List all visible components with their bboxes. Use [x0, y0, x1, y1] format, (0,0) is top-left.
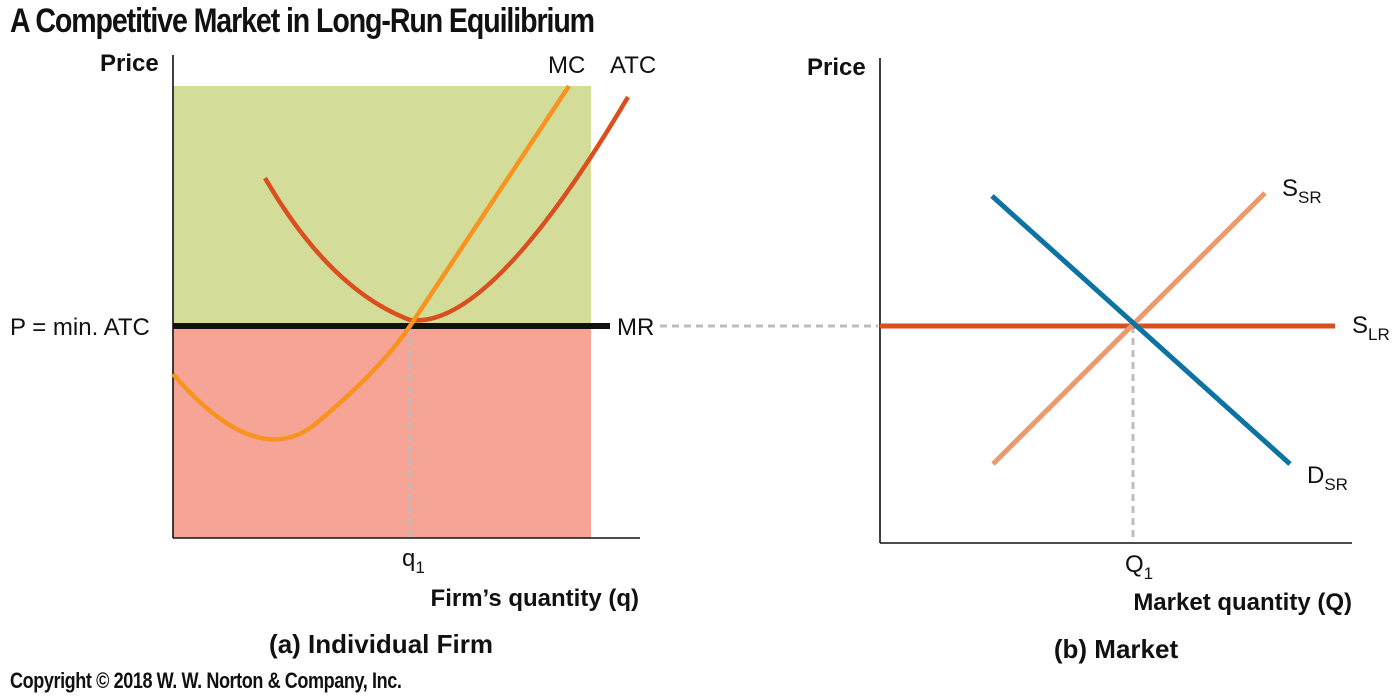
- ssr-label: SSR: [1282, 175, 1322, 207]
- dsr-label: DSR: [1307, 462, 1348, 494]
- market-x-axis-label: Market quantity (Q): [1133, 589, 1352, 616]
- mc-label: MC: [548, 52, 585, 79]
- short-run-supply-line: [991, 191, 1267, 466]
- mc-curve: [171, 84, 571, 442]
- profit-region: [173, 86, 591, 326]
- short-run-demand-line: [990, 194, 1292, 466]
- firm-panel-caption: (a) Individual Firm: [269, 629, 493, 659]
- market-panel-caption: (b) Market: [1054, 634, 1179, 664]
- slr-label: SLR: [1352, 312, 1390, 344]
- atc-curve: [263, 95, 630, 323]
- copyright-notice: Copyright © 2018 W. W. Norton & Company,…: [10, 668, 402, 693]
- q1-tick-label: q1: [402, 545, 425, 577]
- firm-y-axis-label: Price: [100, 50, 159, 77]
- Q1-tick-label: Q1: [1125, 551, 1153, 583]
- mr-label: MR: [617, 314, 654, 341]
- atc-label: ATC: [610, 52, 656, 79]
- chart-title: A Competitive Market in Long-Run Equilib…: [10, 2, 595, 40]
- firm-x-axis-label: Firm’s quantity (q): [431, 585, 639, 612]
- price-label: P = min. ATC: [10, 314, 150, 341]
- loss-region: [173, 326, 591, 538]
- market-y-axis-label: Price: [807, 54, 866, 81]
